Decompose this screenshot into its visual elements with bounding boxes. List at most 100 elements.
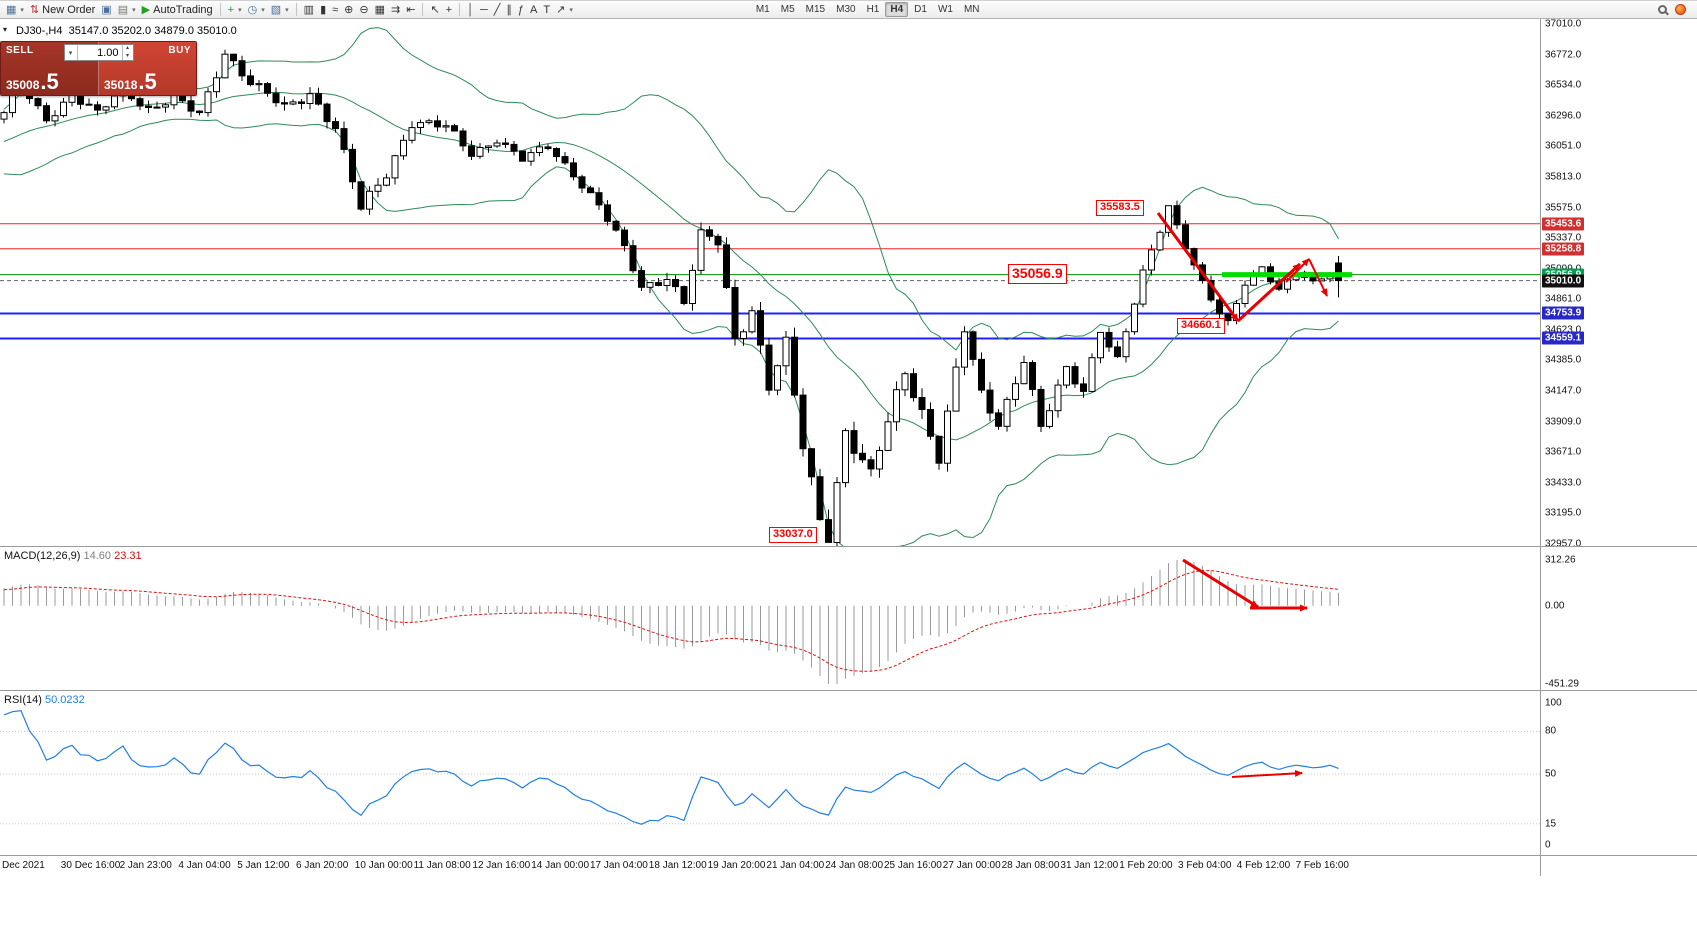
chart-shift-icon: ⇤ bbox=[406, 3, 416, 16]
new-chart-dropdown-icon[interactable]: ▾ bbox=[20, 6, 24, 14]
timeframe-group: M1 M5 M15 M30 H1 H4 D1 W1 MN bbox=[751, 2, 985, 17]
cursor-icon-button[interactable]: ↖ bbox=[427, 2, 442, 18]
time-axis-label: 24 Jan 08:00 bbox=[825, 860, 884, 871]
timeframe-h1[interactable]: H1 bbox=[866, 4, 880, 15]
chart-shift-icon-button[interactable]: ⇤ bbox=[403, 2, 418, 18]
indicators-icon-button[interactable]: + ▾ bbox=[225, 2, 245, 18]
price-callout[interactable]: 35056.9 bbox=[1008, 264, 1067, 284]
timeframe-m15[interactable]: M15 bbox=[805, 4, 826, 15]
search-icon[interactable] bbox=[1658, 5, 1667, 14]
price-axis-label: 37010.0 bbox=[1545, 19, 1582, 30]
trendline-icon-button[interactable]: ╱ bbox=[491, 2, 504, 18]
timeframe-m5[interactable]: M5 bbox=[780, 4, 795, 15]
equidistant-channel-icon: ∥ bbox=[506, 3, 512, 16]
new-chart-icon: ▦ bbox=[6, 3, 17, 16]
autotrading-label: AutoTrading bbox=[153, 3, 213, 16]
horizontal-levels bbox=[0, 223, 1540, 340]
candles bbox=[0, 49, 1342, 546]
price-axis-label: 35575.0 bbox=[1545, 202, 1582, 214]
bar-chart-icon-button[interactable]: ▥ bbox=[301, 2, 317, 18]
macd-chart[interactable] bbox=[0, 547, 1540, 690]
timeframe-d1[interactable]: D1 bbox=[914, 4, 927, 15]
profiles-dropdown-icon[interactable]: ▾ bbox=[132, 6, 136, 14]
price-axis-label: 36296.0 bbox=[1545, 110, 1582, 122]
price-axis-label: 33671.0 bbox=[1545, 446, 1582, 458]
one-click-toggle-icon[interactable]: ▾ bbox=[3, 25, 8, 34]
sell-label: SELL bbox=[6, 45, 34, 56]
rsi-line bbox=[3, 709, 1339, 825]
macd-axis-label: 0.00 bbox=[1545, 600, 1565, 612]
timeframe-m1[interactable]: M1 bbox=[755, 4, 770, 15]
price-axis-label: 34385.0 bbox=[1545, 354, 1582, 366]
toolbar-separator bbox=[295, 3, 297, 16]
one-click-trading-panel: SELL 35008.5 BUY 35018.5 ▾ 1.00 ▴ ▾ bbox=[0, 41, 197, 96]
profiles-icon: ▤ bbox=[117, 3, 129, 16]
arrows-icon-button[interactable]: ↗ ▾ bbox=[553, 2, 576, 18]
volume-field[interactable]: ▾ 1.00 ▴ ▾ bbox=[63, 44, 134, 61]
chart-window-icon: ▣ bbox=[101, 3, 112, 16]
notification-badge[interactable] bbox=[1675, 4, 1686, 15]
vertical-line-icon-button[interactable]: │ bbox=[464, 2, 477, 18]
time-axis-label: 21 Jan 04:00 bbox=[766, 860, 825, 871]
candlestick-chart-icon-button[interactable]: ▮ bbox=[317, 2, 329, 18]
templates-dropdown-icon[interactable]: ▾ bbox=[285, 6, 289, 14]
new-chart-icon-button[interactable]: ▦ ▾ bbox=[3, 2, 27, 18]
price-callout[interactable]: 35583.5 bbox=[1096, 200, 1144, 216]
autotrading-button[interactable]: ▶ AutoTrading bbox=[139, 2, 216, 18]
timeframe-mn[interactable]: MN bbox=[963, 4, 980, 15]
time-axis-label: 7 Feb 16:00 bbox=[1295, 860, 1349, 871]
profiles-icon-button[interactable]: ▤ ▾ bbox=[115, 2, 139, 18]
volume-dropdown-icon[interactable]: ▾ bbox=[65, 45, 78, 60]
horizontal-line-icon-button[interactable]: ─ bbox=[477, 2, 491, 18]
text-label-icon-button[interactable]: T bbox=[540, 2, 553, 18]
periods-icon-button[interactable]: ◷ ▾ bbox=[245, 2, 268, 18]
macd-pane: MACD(12,26,9) 14.60 23.31 bbox=[0, 547, 1540, 691]
timeframe-w1[interactable]: W1 bbox=[937, 4, 953, 15]
zoom-out-icon-button[interactable]: ⊖ bbox=[356, 2, 371, 18]
price-tag: 34753.9 bbox=[1542, 306, 1585, 320]
rsi-chart[interactable] bbox=[0, 691, 1540, 855]
rsi-pane: RSI(14) 50.0232 bbox=[0, 691, 1540, 856]
fibonacci-icon-button[interactable]: ƒ bbox=[515, 2, 527, 18]
bar-chart-icon: ▥ bbox=[303, 3, 315, 16]
volume-down-icon[interactable]: ▾ bbox=[125, 52, 129, 59]
tile-windows-icon-button[interactable]: ▦ bbox=[372, 2, 388, 18]
time-axis-label: 5 Jan 12:00 bbox=[237, 860, 290, 871]
macd-axis[interactable]: 312.26 0.00 -451.29 bbox=[1540, 547, 1697, 691]
volume-up-icon[interactable]: ▴ bbox=[125, 45, 129, 51]
macd-signal-value: 23.31 bbox=[114, 550, 142, 562]
indicators-dropdown-icon[interactable]: ▾ bbox=[238, 6, 242, 14]
macd-main-value: 14.60 bbox=[83, 550, 112, 562]
periods-dropdown-icon[interactable]: ▾ bbox=[261, 6, 265, 14]
templates-icon-button[interactable]: ▧ ▾ bbox=[268, 2, 292, 18]
macd-arrow bbox=[1182, 558, 1259, 609]
price-tag: 35453.6 bbox=[1542, 217, 1585, 231]
time-axis[interactable]: Dec 2021 30 Dec 16:00 2 Jan 23:00 4 Jan 04:… bbox=[0, 856, 1540, 876]
text-icon-button[interactable]: A bbox=[527, 2, 540, 18]
time-axis-label: 10 Jan 00:00 bbox=[354, 860, 413, 871]
auto-scroll-icon-button[interactable]: ⇉ bbox=[388, 2, 403, 18]
price-callout[interactable]: 33037.0 bbox=[769, 527, 817, 543]
price-axis-label: 34623.0 bbox=[1545, 324, 1582, 336]
timeframe-m30[interactable]: M30 bbox=[836, 4, 856, 15]
sell-price: 35008.5 bbox=[6, 71, 59, 93]
autotrading-icon: ▶ bbox=[141, 3, 151, 16]
new-order-button[interactable]: ⇅ New Order bbox=[27, 2, 98, 18]
zoom-in-icon-button[interactable]: ⊕ bbox=[341, 2, 356, 18]
equidistant-channel-icon-button[interactable]: ∥ bbox=[503, 2, 515, 18]
crosshair-icon-button[interactable]: + bbox=[443, 2, 455, 18]
timeframe-h4[interactable]: H4 bbox=[885, 2, 909, 17]
buy-price-small: 35018 bbox=[104, 78, 138, 92]
main-chart-pane: ▾ DJ30-,H4 35147.0 35202.0 34879.0 35010… bbox=[0, 19, 1540, 547]
chart-window-icon-button[interactable]: ▣ bbox=[98, 2, 114, 18]
line-chart-icon-button[interactable]: ≈ bbox=[329, 2, 341, 18]
periods-icon: ◷ bbox=[247, 3, 258, 16]
rsi-arrow bbox=[1231, 769, 1303, 778]
rsi-axis[interactable]: 100 80 50 15 0 bbox=[1540, 691, 1697, 856]
vertical-line-icon: │ bbox=[467, 3, 474, 16]
price-axis[interactable]: 37010.0 36772.0 36534.0 36296.0 36051.0 35813… bbox=[1540, 19, 1697, 547]
price-callout[interactable]: 34660.1 bbox=[1177, 318, 1225, 334]
arrows-dropdown-icon[interactable]: ▾ bbox=[569, 6, 573, 14]
main-chart[interactable] bbox=[0, 19, 1540, 546]
